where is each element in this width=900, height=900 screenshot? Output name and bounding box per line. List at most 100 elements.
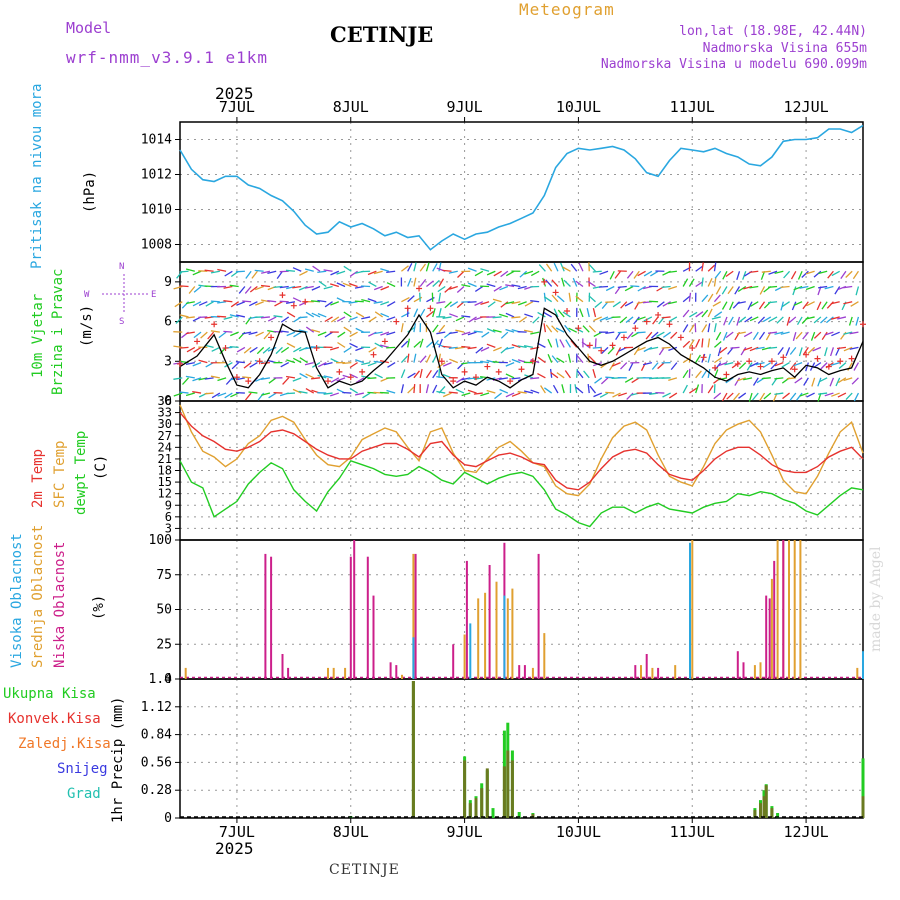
wind-arrow bbox=[551, 279, 559, 287]
wind-arrow bbox=[826, 301, 834, 309]
wind-arrow bbox=[387, 362, 396, 368]
wind-arrow bbox=[545, 279, 553, 287]
wind-arrow bbox=[275, 346, 283, 355]
wind-arrow bbox=[755, 346, 765, 350]
wind-arrow bbox=[467, 346, 477, 350]
wind-arrow bbox=[192, 301, 202, 307]
wind-arrow bbox=[373, 301, 383, 304]
wind-arrow bbox=[790, 270, 797, 280]
wind-arrow bbox=[782, 392, 790, 400]
low-cloud-bar bbox=[452, 644, 455, 680]
wind-arrow bbox=[576, 368, 578, 378]
wind-arrow bbox=[837, 377, 847, 384]
wind-arrow bbox=[624, 285, 634, 292]
gust-marker bbox=[245, 378, 252, 385]
wind-arrow bbox=[292, 297, 302, 303]
wind-arrow bbox=[330, 301, 340, 306]
wind-arrow bbox=[386, 389, 396, 394]
wind-arrow bbox=[605, 391, 615, 394]
wind-arrow bbox=[505, 362, 515, 367]
wind-arrow bbox=[279, 330, 289, 333]
wind-arrow bbox=[448, 331, 458, 335]
gust-marker bbox=[438, 358, 445, 365]
wind-arrow bbox=[355, 311, 365, 318]
wind-arrow bbox=[668, 377, 678, 382]
wind-arrow bbox=[407, 386, 415, 394]
wind-arrow bbox=[317, 362, 327, 368]
wind-arrow bbox=[273, 315, 283, 318]
wind-arrow bbox=[492, 298, 502, 303]
wind-arrow bbox=[256, 346, 265, 355]
x-tick-label-top: 10JUL bbox=[556, 98, 601, 116]
wind-arrow bbox=[824, 331, 834, 336]
wind-arrow bbox=[689, 311, 698, 318]
wind-arrow bbox=[511, 301, 521, 305]
wind-arrow bbox=[267, 300, 277, 303]
conv-precip-bar bbox=[770, 808, 774, 818]
wind-arrow bbox=[286, 331, 296, 337]
conv-precip-bar bbox=[474, 798, 478, 818]
wind-arrow bbox=[455, 316, 465, 322]
x-tick-label-top: 12JUL bbox=[784, 98, 829, 116]
wind-arrow bbox=[714, 311, 723, 318]
low-cloud-bar bbox=[281, 654, 284, 679]
wind-arrow bbox=[643, 316, 653, 322]
wind-arrow bbox=[407, 353, 410, 363]
wind-arrow bbox=[749, 362, 759, 368]
wind-arrow bbox=[298, 316, 308, 319]
low-cloud-bar bbox=[742, 662, 745, 679]
y-tick-label: 9 bbox=[165, 498, 172, 512]
gust-marker bbox=[552, 289, 559, 296]
gust-marker bbox=[211, 321, 218, 328]
wind-arrow bbox=[667, 270, 677, 274]
gust-marker bbox=[507, 378, 514, 385]
wind-arrow bbox=[480, 346, 490, 352]
wind-arrow bbox=[749, 346, 759, 352]
wind-arrow bbox=[855, 316, 860, 326]
high-cloud-bar bbox=[503, 595, 506, 679]
wind-arrow bbox=[285, 301, 296, 304]
wind-arrow bbox=[473, 330, 483, 333]
wind-arrow bbox=[193, 331, 202, 339]
wind-arrow bbox=[480, 392, 490, 397]
wind-arrow bbox=[626, 392, 634, 400]
wind-arrow bbox=[718, 361, 728, 367]
wind-arrow bbox=[835, 377, 841, 387]
wind-arrow bbox=[801, 316, 809, 324]
wind-arrow bbox=[553, 308, 559, 318]
wind-arrow bbox=[519, 270, 528, 278]
wind-arrow bbox=[668, 346, 678, 352]
gust-marker bbox=[746, 358, 753, 365]
compass-s: S bbox=[119, 317, 125, 327]
wind-arrow bbox=[733, 392, 740, 401]
wind-arrow bbox=[367, 270, 377, 276]
wind-arrow bbox=[668, 316, 678, 322]
wind-arrow bbox=[643, 270, 653, 277]
wind-arrow bbox=[407, 338, 411, 348]
wind-arrow bbox=[559, 339, 565, 348]
wind-arrow bbox=[200, 331, 208, 339]
wind-arrow bbox=[425, 354, 431, 363]
wind-arrow bbox=[480, 268, 490, 272]
wind-arrow bbox=[633, 316, 640, 325]
wind-arrow bbox=[342, 391, 352, 394]
wind-arrow bbox=[268, 377, 277, 384]
wind-arrow bbox=[438, 292, 442, 302]
total-precip-bar bbox=[517, 812, 521, 818]
wind-arrow bbox=[813, 270, 822, 278]
wind-arrow bbox=[179, 346, 189, 349]
wind-arrow bbox=[285, 392, 296, 395]
wind-arrow bbox=[407, 372, 416, 379]
wind-arrow bbox=[374, 373, 383, 379]
wind-arrow bbox=[605, 301, 615, 303]
wind-arrow bbox=[337, 341, 346, 348]
y-tick-label: 12 bbox=[158, 487, 172, 501]
y-tick-label: 27 bbox=[158, 429, 172, 443]
wind-arrow bbox=[562, 311, 571, 318]
wind-arrow bbox=[500, 301, 509, 308]
wind-arrow bbox=[637, 270, 646, 277]
wind-arrow bbox=[631, 377, 640, 384]
wind-arrow bbox=[500, 331, 509, 339]
station-title: CETINJE bbox=[330, 22, 434, 47]
low-cloud-bar bbox=[634, 665, 637, 679]
